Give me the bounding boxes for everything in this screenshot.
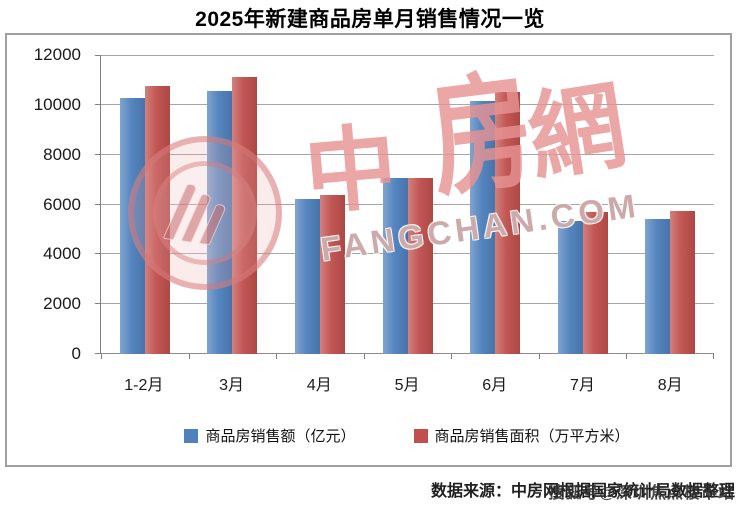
y-tick-label-6000: 6000 bbox=[43, 194, 81, 214]
y-tick-label-12000: 12000 bbox=[33, 45, 81, 64]
y-axis: 12000 10000 8000 6000 4000 2000 0 bbox=[7, 46, 81, 363]
x-tick-mark bbox=[713, 354, 714, 359]
bar-blue-5月 bbox=[382, 178, 408, 354]
bar-red-8月 bbox=[670, 210, 696, 354]
bar-red-4月 bbox=[319, 194, 345, 354]
bar-red-5月 bbox=[407, 178, 433, 354]
x-tick-label-4月: 4月 bbox=[306, 377, 332, 394]
bar-blue-4月 bbox=[294, 198, 320, 354]
bar-group-7月 bbox=[539, 55, 627, 354]
y-tick-label-8000: 8000 bbox=[43, 144, 81, 164]
y-tick-mark bbox=[95, 353, 101, 354]
x-tick-label-1-2月: 1-2月 bbox=[124, 377, 164, 394]
bar-blue-3月 bbox=[207, 91, 233, 354]
bar-red-7月 bbox=[582, 211, 608, 354]
x-tick-label-3月: 3月 bbox=[219, 377, 245, 394]
y-tick-mark bbox=[95, 203, 101, 205]
x-tick-mark bbox=[276, 354, 277, 359]
x-tick-label-5月: 5月 bbox=[394, 377, 420, 394]
legend-item-sales-area: 商品房销售面积（万平方米） bbox=[413, 425, 630, 446]
x-tick-mark bbox=[451, 354, 452, 359]
bar-group-1-2月 bbox=[101, 55, 189, 354]
bar-blue-7月 bbox=[557, 221, 583, 354]
x-tick-mark bbox=[539, 354, 540, 359]
legend-item-sales-amount: 商品房销售额（亿元） bbox=[184, 425, 356, 446]
x-tick-label-6月: 6月 bbox=[482, 377, 508, 394]
y-tick-mark bbox=[95, 303, 101, 305]
bar-red-1-2月 bbox=[144, 86, 170, 354]
y-tick-mark bbox=[95, 103, 101, 105]
y-tick-label-0: 0 bbox=[71, 344, 81, 363]
bar-group-8月 bbox=[626, 55, 714, 354]
chart-container: 12000 10000 8000 6000 4000 2000 0 1-2月 3月 4月 5月 6月… bbox=[5, 33, 732, 467]
source-watermark-overlay-text: 搜狐号@深圳焦点楼市站 bbox=[548, 485, 735, 502]
legend-swatch-red-icon bbox=[413, 428, 428, 443]
x-tick-mark bbox=[364, 354, 365, 359]
legend-label-sales-area: 商品房销售面积（万平方米） bbox=[434, 428, 630, 445]
bar-group-3月 bbox=[189, 55, 277, 354]
bar-group-4月 bbox=[276, 55, 364, 354]
bar-blue-6月 bbox=[470, 101, 496, 354]
plot-area bbox=[95, 55, 714, 359]
y-tick-label-2000: 2000 bbox=[43, 294, 81, 314]
y-tick-mark bbox=[95, 253, 101, 255]
bar-group-5月 bbox=[364, 55, 452, 354]
x-axis: 1-2月 3月 4月 5月 6月 7月 8月 bbox=[100, 371, 714, 394]
legend-swatch-blue-icon bbox=[184, 428, 199, 443]
gridline-8000 bbox=[101, 153, 714, 155]
legend-label-sales-amount: 商品房销售额（亿元） bbox=[205, 428, 356, 445]
data-source-text: 数据来源：中房网根据国家统计局数据整理 bbox=[430, 483, 735, 500]
bar-group-6月 bbox=[451, 55, 539, 354]
gridline-10000 bbox=[101, 103, 714, 105]
gridline-12000 bbox=[101, 55, 714, 56]
chart-legend: 商品房销售额（亿元） 商品房销售面积（万平方米） bbox=[100, 425, 714, 446]
y-tick-label-10000: 10000 bbox=[33, 94, 81, 114]
bars-row bbox=[101, 55, 714, 354]
bar-red-6月 bbox=[495, 91, 521, 354]
x-tick-label-8月: 8月 bbox=[657, 377, 683, 394]
source-line: 数据来源：中房网根据国家统计局数据整理 搜狐号@深圳焦点楼市站 bbox=[430, 477, 735, 502]
y-tick-mark bbox=[95, 55, 101, 56]
bar-red-3月 bbox=[232, 76, 258, 354]
x-tick-mark bbox=[189, 354, 190, 359]
bar-blue-1-2月 bbox=[119, 98, 145, 354]
page-title: 2025年新建商品房单月销售情况一览 bbox=[195, 8, 545, 31]
x-tick-mark bbox=[626, 354, 627, 359]
y-tick-label-4000: 4000 bbox=[43, 244, 81, 264]
x-tick-mark bbox=[101, 354, 102, 359]
y-tick-mark bbox=[95, 153, 101, 155]
x-tick-label-7月: 7月 bbox=[570, 377, 595, 394]
bar-blue-8月 bbox=[645, 218, 671, 354]
